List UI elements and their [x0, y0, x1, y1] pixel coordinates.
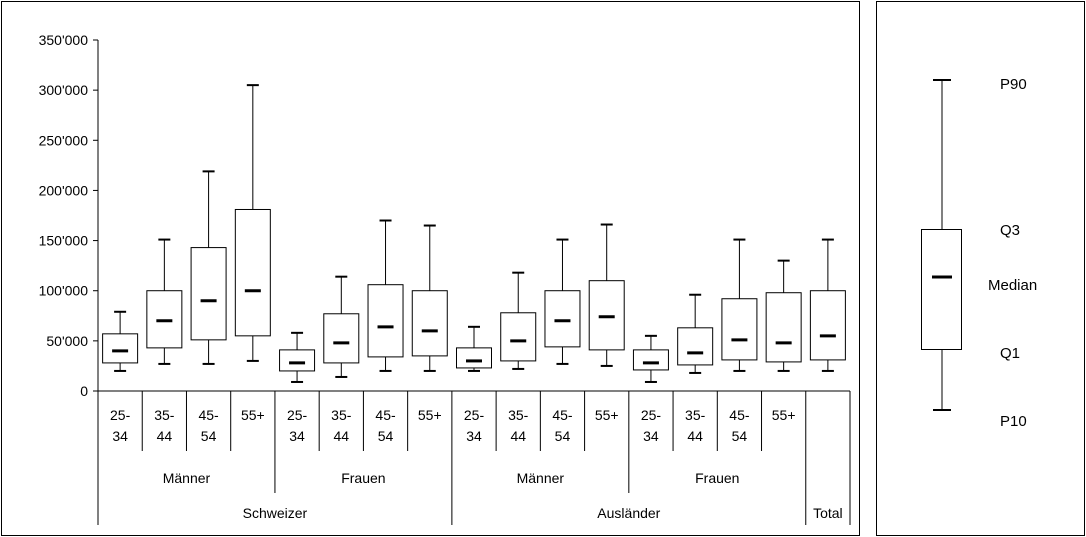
- legend-label-p90: P90: [1000, 76, 1027, 93]
- iqr-box: [721, 298, 758, 361]
- iqr-box: [102, 333, 139, 364]
- box-17: [809, 238, 846, 372]
- legend-iqr-box: [921, 229, 962, 350]
- age-label: 54: [732, 428, 748, 444]
- age-label: 35-: [331, 407, 352, 423]
- age-label: 54: [555, 428, 571, 444]
- y-tick-label: 300'000: [39, 82, 89, 98]
- box-9: [456, 325, 492, 372]
- iqr-box: [500, 312, 537, 362]
- box-5: [279, 331, 316, 383]
- nationality-group-label: Total: [813, 505, 843, 521]
- y-tick-label: 350'000: [39, 32, 89, 48]
- age-label: 45-: [375, 407, 396, 423]
- chart-frame: [1, 1, 860, 536]
- box-4: [234, 84, 271, 362]
- box-15: [721, 238, 758, 372]
- age-label: 44: [334, 428, 350, 444]
- age-label: 45-: [198, 407, 219, 423]
- iqr-box: [677, 327, 714, 366]
- age-label: 55+: [241, 407, 265, 423]
- iqr-box: [411, 290, 448, 357]
- box-7: [367, 219, 404, 372]
- legend-label-median: Median: [988, 277, 1037, 294]
- age-label: 54: [378, 428, 394, 444]
- iqr-box: [146, 290, 183, 349]
- age-label: 55+: [418, 407, 442, 423]
- iqr-box: [632, 349, 669, 371]
- age-label: 55+: [595, 407, 619, 423]
- box-16: [765, 259, 802, 372]
- age-label: 34: [289, 428, 305, 444]
- nationality-group-label: Ausländer: [597, 505, 660, 521]
- age-label: 35-: [508, 407, 529, 423]
- age-label: 44: [510, 428, 526, 444]
- age-label: 25-: [641, 407, 662, 423]
- iqr-box: [588, 280, 625, 351]
- box-11: [544, 238, 581, 365]
- y-tick-label: 0: [80, 383, 88, 399]
- age-label: 34: [466, 428, 482, 444]
- sex-group-label: Frauen: [341, 470, 385, 486]
- x-axis: 25- 34 35- 44 45- 54 55+ 25- 34 35- 44 45- 54 55+ 25- 3…: [97, 390, 851, 525]
- age-label: 44: [157, 428, 173, 444]
- box-14: [677, 293, 714, 374]
- age-label: 25-: [110, 407, 131, 423]
- y-tick-label: 250'000: [39, 132, 89, 148]
- age-label: 44: [687, 428, 703, 444]
- box-1: [102, 310, 139, 372]
- y-tick-label: 50'000: [46, 333, 88, 349]
- iqr-box: [456, 347, 492, 369]
- box-3: [190, 170, 227, 365]
- age-label: 25-: [464, 407, 485, 423]
- legend-label-p10: P10: [1000, 413, 1027, 430]
- box-12: [588, 223, 625, 367]
- y-axis: 0 50'000 100'000 150'000 200'000 250'000 300'0…: [39, 32, 99, 399]
- age-label: 55+: [772, 407, 796, 423]
- legend-box-diagram: [921, 79, 962, 411]
- sex-group-label: Frauen: [695, 470, 739, 486]
- age-label: 54: [201, 428, 217, 444]
- legend-label-q3: Q3: [1000, 222, 1020, 239]
- sex-group-label: Männer: [163, 470, 211, 486]
- box-6: [323, 275, 360, 378]
- sex-group-label: Männer: [517, 470, 565, 486]
- nationality-group-label: Schweizer: [243, 505, 308, 521]
- legend-panel: P90 Q3 Median Q1 P10: [876, 1, 1085, 536]
- box-plot-chart: 0 50'000 100'000 150'000 200'000 250'000 300'0…: [1, 1, 860, 536]
- age-label: 34: [112, 428, 128, 444]
- iqr-box: [765, 292, 802, 363]
- age-label: 25-: [287, 407, 308, 423]
- box-13: [632, 334, 669, 383]
- age-label: 45-: [552, 407, 573, 423]
- boxes: [102, 84, 846, 383]
- y-tick-label: 100'000: [39, 283, 89, 299]
- box-10: [500, 271, 537, 370]
- legend-frame: [876, 1, 1085, 536]
- age-label: 35-: [154, 407, 175, 423]
- iqr-box: [544, 290, 581, 348]
- y-tick-label: 200'000: [39, 182, 89, 198]
- iqr-box: [190, 247, 227, 341]
- age-label: 45-: [729, 407, 750, 423]
- age-label: 35-: [685, 407, 706, 423]
- iqr-box: [809, 290, 846, 361]
- box-8: [411, 224, 448, 372]
- box-2: [146, 238, 183, 365]
- y-tick-label: 150'000: [39, 233, 89, 249]
- age-label: 34: [643, 428, 659, 444]
- iqr-box: [323, 313, 360, 364]
- iqr-box: [279, 349, 316, 372]
- iqr-box: [367, 284, 404, 358]
- iqr-box: [234, 208, 271, 337]
- legend-label-q1: Q1: [1000, 345, 1020, 362]
